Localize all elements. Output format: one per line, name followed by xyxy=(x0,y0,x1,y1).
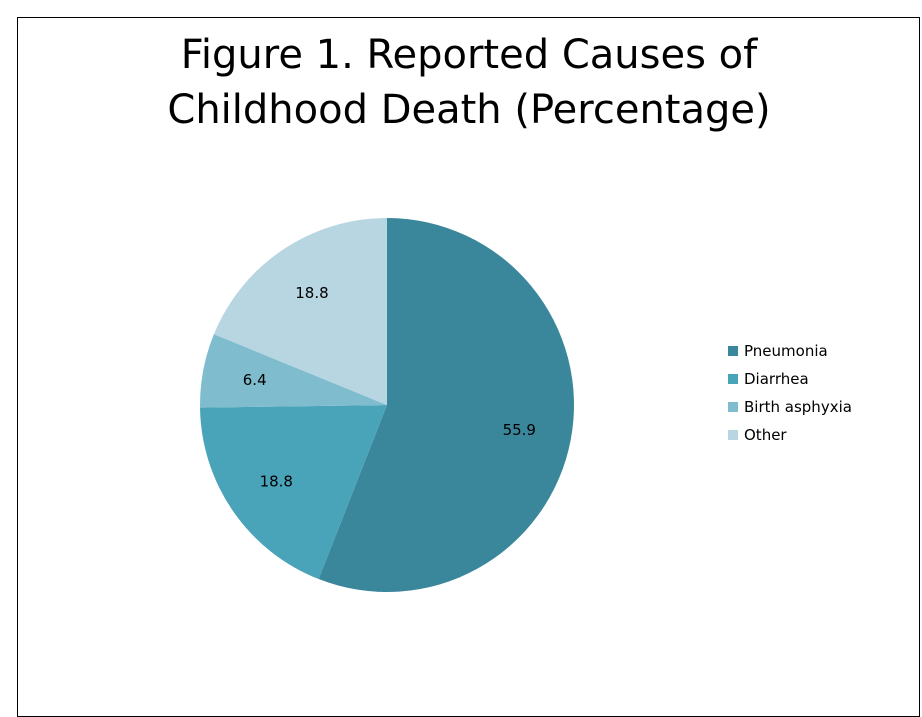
data-label-other: 18.8 xyxy=(295,284,328,302)
pie-slices xyxy=(200,218,574,592)
data-label-birth-asphyxia: 6.4 xyxy=(243,371,267,389)
pie-slice-birth-asphyxia xyxy=(200,334,387,408)
legend: Pneumonia Diarrhea Birth asphyxia Other xyxy=(728,342,852,444)
chart-title-line-1: Figure 1. Reported Causes of xyxy=(180,32,758,78)
legend-label-diarrhea: Diarrhea xyxy=(744,370,809,388)
data-label-diarrhea: 18.8 xyxy=(260,473,293,491)
legend-swatch-birth-asphyxia xyxy=(728,402,738,412)
pie-slice-other xyxy=(213,218,387,405)
legend-swatch-other xyxy=(728,430,738,440)
pie-slice-pneumonia xyxy=(318,218,574,592)
chart-title-line-2: Childhood Death (Percentage) xyxy=(167,87,771,133)
data-label-pneumonia: 55.9 xyxy=(503,421,536,439)
pie-data-labels: 55.9 18.8 6.4 18.8 xyxy=(243,284,536,490)
legend-label-birth-asphyxia: Birth asphyxia xyxy=(744,398,852,416)
legend-swatch-diarrhea xyxy=(728,374,738,384)
chart-title: Figure 1. Reported Causes of Childhood D… xyxy=(0,28,922,138)
legend-label-other: Other xyxy=(744,426,787,444)
legend-swatch-pneumonia xyxy=(728,346,738,356)
pie-chart: 55.9 18.8 6.4 18.8 Pneumonia Diarrhea Birth a… xyxy=(200,218,852,592)
legend-label-pneumonia: Pneumonia xyxy=(744,342,828,360)
pie-slice-diarrhea xyxy=(200,405,387,580)
